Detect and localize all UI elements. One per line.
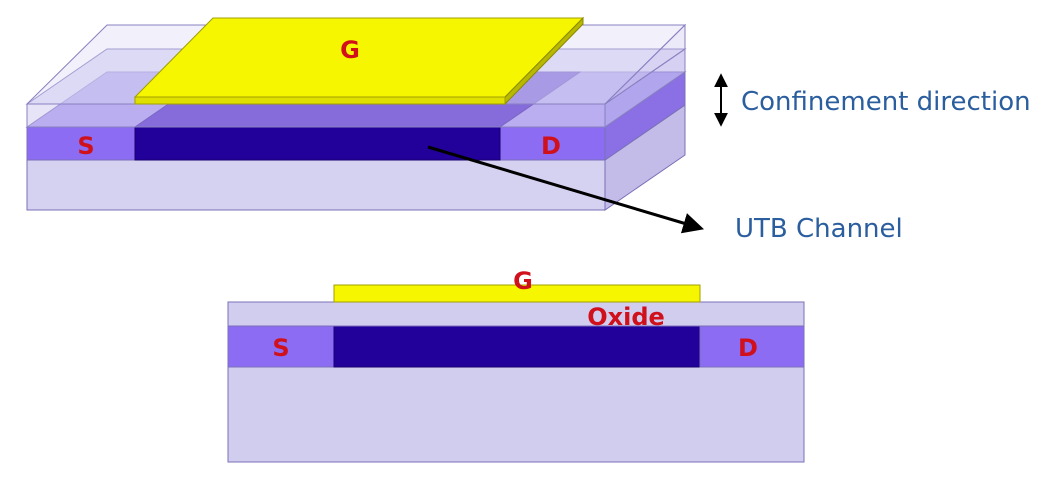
channel-region bbox=[134, 126, 501, 161]
gate-plate-front bbox=[134, 96, 506, 105]
pointer-arrow-icon bbox=[427, 145, 705, 234]
cs-source-label: S bbox=[272, 334, 289, 362]
confinement-indicator: Confinement direction bbox=[714, 73, 1031, 127]
drain-region bbox=[499, 126, 606, 161]
cs-gate bbox=[333, 284, 701, 303]
channel-label: UTB Channel bbox=[735, 214, 903, 244]
device-cross-section: G Oxide S D bbox=[227, 267, 805, 463]
cs-oxide bbox=[227, 301, 805, 327]
cs-substrate bbox=[227, 366, 805, 463]
device-3d-view: G S D bbox=[25, 16, 687, 211]
cs-gate-label: G bbox=[513, 267, 533, 295]
cs-channel bbox=[333, 325, 701, 368]
cs-oxide-label: Oxide bbox=[587, 303, 665, 331]
cs-drain-label: D bbox=[738, 334, 758, 362]
source-label-3d: S bbox=[77, 132, 94, 160]
drain-label-3d: D bbox=[541, 132, 561, 160]
substrate-front-face bbox=[26, 159, 606, 211]
channel-pointer: UTB Channel bbox=[427, 145, 903, 244]
cladding-side-face bbox=[604, 23, 686, 105]
confinement-label: Confinement direction bbox=[741, 87, 1031, 117]
oxide-front-face bbox=[26, 103, 606, 128]
gate-label-3d: G bbox=[340, 36, 360, 64]
